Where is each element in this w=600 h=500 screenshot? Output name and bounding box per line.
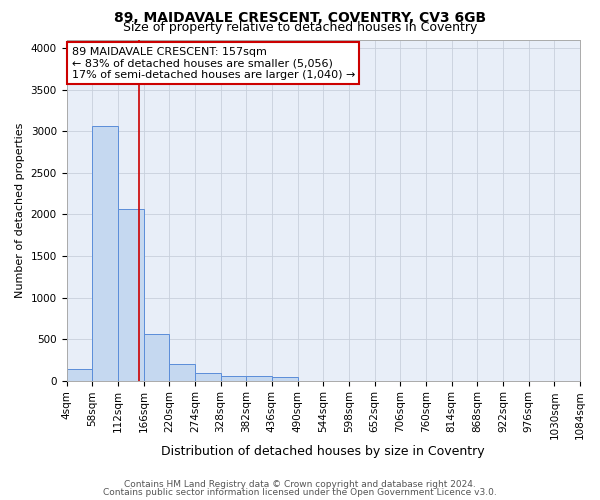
Text: 89 MAIDAVALE CRESCENT: 157sqm
← 83% of detached houses are smaller (5,056)
17% o: 89 MAIDAVALE CRESCENT: 157sqm ← 83% of d… <box>71 47 355 80</box>
Y-axis label: Number of detached properties: Number of detached properties <box>15 122 25 298</box>
Bar <box>67 369 92 380</box>
Text: 89, MAIDAVALE CRESCENT, COVENTRY, CV3 6GB: 89, MAIDAVALE CRESCENT, COVENTRY, CV3 6G… <box>114 11 486 25</box>
Bar <box>169 364 195 380</box>
Bar <box>246 376 272 380</box>
Bar <box>221 376 246 380</box>
Bar <box>92 126 118 380</box>
X-axis label: Distribution of detached houses by size in Coventry: Distribution of detached houses by size … <box>161 444 485 458</box>
Bar <box>272 377 298 380</box>
Bar <box>118 210 143 380</box>
Text: Size of property relative to detached houses in Coventry: Size of property relative to detached ho… <box>123 22 477 35</box>
Text: Contains public sector information licensed under the Open Government Licence v3: Contains public sector information licen… <box>103 488 497 497</box>
Bar <box>143 334 169 380</box>
Bar <box>195 373 221 380</box>
Text: Contains HM Land Registry data © Crown copyright and database right 2024.: Contains HM Land Registry data © Crown c… <box>124 480 476 489</box>
